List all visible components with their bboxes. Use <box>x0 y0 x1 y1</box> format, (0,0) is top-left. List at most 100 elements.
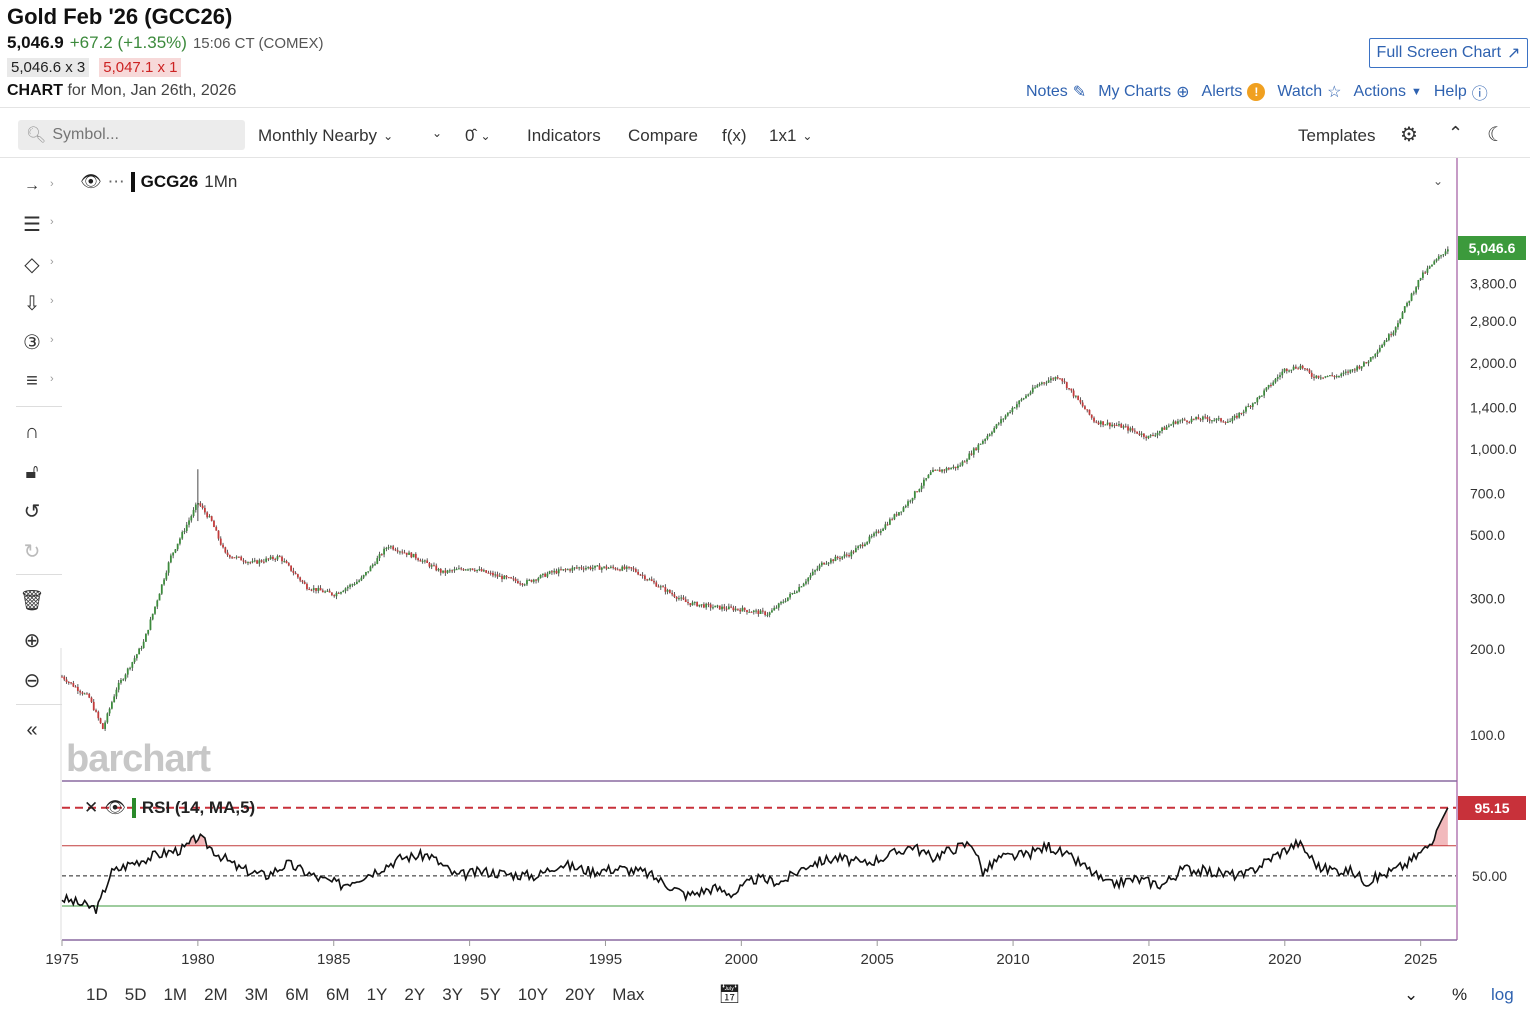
notes-link[interactable]: Notes ✎ <box>1026 82 1086 102</box>
candle-body <box>439 568 442 573</box>
candle-body <box>1344 371 1347 373</box>
candle-body <box>394 549 397 551</box>
candle-body <box>1043 382 1046 384</box>
symbol-input[interactable] <box>52 126 233 144</box>
dark-mode-moon-icon[interactable]: ☾ <box>1487 124 1505 146</box>
expand-down-icon[interactable]: ⌄ <box>1404 985 1419 1004</box>
full-screen-chart-button[interactable]: Full Screen Chart ↗ <box>1369 38 1528 68</box>
crosshair-tool-icon[interactable]: → <box>24 177 40 194</box>
candle-body <box>1093 417 1095 422</box>
compare-button[interactable]: Compare <box>628 126 698 145</box>
candle-body <box>1122 426 1125 428</box>
more-period-dropdown[interactable]: ⌄ <box>432 126 442 140</box>
chart-label: CHART <box>7 82 63 99</box>
zoom-in-icon[interactable]: ⊕ <box>23 629 41 652</box>
range-selector: 1D 5D 1M 2M 3M 6M 6M 1Y 2Y 3Y 5Y 10Y 20Y Max <box>86 985 661 1005</box>
chart-canvas[interactable]: 100.0 200.0 300.0 500.0 700.0 1,000.0 1,400.0 2… <box>0 158 1536 968</box>
last-price: 5,046.9 <box>7 33 64 52</box>
actions-menu[interactable]: Actions ▼ <box>1354 83 1422 101</box>
candle-body <box>1410 293 1413 301</box>
percent-toggle[interactable]: % <box>1452 985 1468 1004</box>
collapse-left-icon[interactable]: « <box>26 718 38 741</box>
watch-link[interactable]: Watch ☆ <box>1277 82 1341 102</box>
candle-body <box>589 567 592 570</box>
candle-body <box>621 566 624 571</box>
candle-body <box>231 557 234 559</box>
candle-body <box>1419 277 1422 281</box>
legend-collapse-icon[interactable]: ⌄ <box>1433 174 1444 188</box>
range-button-1d[interactable]: 1D <box>86 985 108 1004</box>
more-dots-icon[interactable]: ⋯ <box>107 172 125 191</box>
candle-body <box>174 549 177 553</box>
range-button-6m[interactable]: 6M <box>325 985 350 1004</box>
log-toggle[interactable]: log <box>1491 985 1514 1004</box>
chevron-down-icon: ⌄ <box>802 129 813 143</box>
candle-body <box>299 577 302 581</box>
calendar-icon[interactable]: 📅︎ <box>718 984 741 1004</box>
candle-body <box>362 575 365 578</box>
eye-icon[interactable]: 👁︎ <box>80 172 102 191</box>
candle-body <box>1095 421 1098 423</box>
candle-body <box>74 686 77 688</box>
lock-icon[interactable]: 🔓︎ <box>25 460 39 483</box>
candle-body <box>1363 362 1365 367</box>
my-charts-link[interactable]: My Charts ⊕ <box>1098 82 1189 102</box>
alerts-link[interactable]: Alerts! <box>1202 83 1266 101</box>
range-button-2m[interactable]: 2M <box>204 985 228 1004</box>
range-button-6m[interactable]: 6M <box>285 985 309 1004</box>
y-tick-label: 2,000.0 <box>1470 355 1517 371</box>
candle-body <box>947 468 950 470</box>
candle-body <box>1444 251 1447 255</box>
candle-body <box>553 570 556 573</box>
function-button[interactable]: f(x) <box>722 126 747 145</box>
list-tool-icon[interactable]: ☰ <box>23 213 41 236</box>
candle-body <box>1038 384 1041 386</box>
candle-body <box>1304 368 1306 370</box>
numbered-tool-icon[interactable]: ③ <box>23 331 41 354</box>
settings-gear-icon[interactable]: ⚙ <box>1400 124 1418 146</box>
range-button-2y[interactable]: 2Y <box>404 985 426 1004</box>
layout-select[interactable]: 1x1 ⌄ <box>769 126 812 146</box>
range-button-1y[interactable]: 1Y <box>366 985 388 1004</box>
fib-tool-icon[interactable]: ≡ <box>26 369 38 392</box>
range-button-5y[interactable]: 5Y <box>479 985 501 1004</box>
range-button-5d[interactable]: 5D <box>124 985 147 1004</box>
range-button-20y[interactable]: 20Y <box>565 985 596 1004</box>
legend-period: 1Mn <box>204 172 238 191</box>
candle-body <box>780 602 782 604</box>
candle-body <box>1245 407 1247 412</box>
candle-body <box>1397 323 1399 328</box>
candle-body <box>1213 420 1216 422</box>
close-icon[interactable]: ✕ <box>84 798 99 817</box>
undo-icon[interactable]: ↺ <box>23 500 41 523</box>
quote-line: 5,046.9 +67.2 (+1.35%) 15:06 CT (COMEX) <box>7 33 324 53</box>
collapse-up-icon[interactable]: ⌃ <box>1448 123 1464 143</box>
range-button-3m[interactable]: 3M <box>244 985 269 1004</box>
candle-body <box>680 597 683 599</box>
trash-icon[interactable]: 🗑︎ <box>19 589 45 612</box>
candle-body <box>426 560 429 563</box>
range-button-10y[interactable]: 10Y <box>517 985 549 1004</box>
range-button-1m[interactable]: 1M <box>163 985 188 1004</box>
zoom-out-icon[interactable]: ⊖ <box>23 669 41 692</box>
caret-right-icon: › <box>50 373 54 385</box>
eye-icon[interactable]: 👁︎ <box>104 798 126 817</box>
help-link[interactable]: Help ⓘ <box>1434 80 1488 104</box>
period-select[interactable]: Monthly Nearby ⌄ <box>258 126 393 146</box>
y-tick-label: 2,800.0 <box>1470 313 1517 329</box>
magnet-icon[interactable]: ∩ <box>24 420 40 443</box>
shape-tool-icon[interactable]: ◇ <box>24 253 40 276</box>
redo-icon[interactable]: ↻ <box>23 540 41 563</box>
candle-body <box>1238 412 1241 418</box>
symbol-search[interactable]: 🔍︎ <box>18 120 245 150</box>
indicators-button[interactable]: Indicators <box>527 126 601 145</box>
templates-button[interactable]: Templates <box>1298 126 1376 145</box>
range-button-3y[interactable]: 3Y <box>442 985 463 1004</box>
arrow-down-tool-icon[interactable]: ⇩ <box>23 292 41 315</box>
candle-body <box>1199 419 1202 421</box>
candle-body <box>709 604 712 608</box>
range-button-max[interactable]: Max <box>612 985 645 1004</box>
candle-body <box>1349 369 1352 373</box>
bar-type-select[interactable]: 0̂ ⌄ <box>465 126 491 146</box>
candle-body <box>512 578 515 580</box>
